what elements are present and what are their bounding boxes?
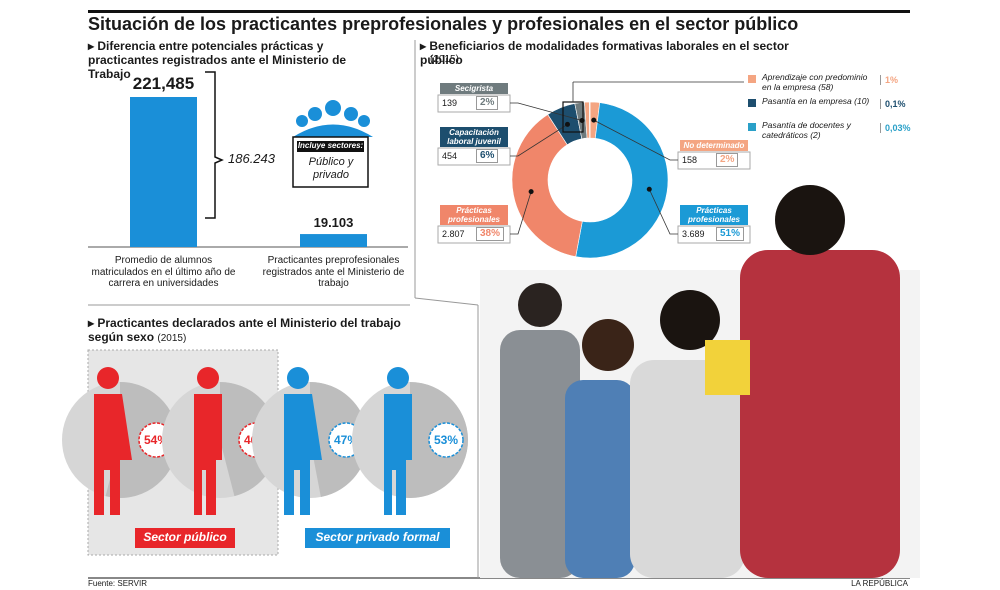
leader-line: [510, 102, 583, 121]
legend-value: 1%: [880, 75, 898, 86]
head: [97, 367, 119, 389]
value-label: 19.103: [313, 215, 354, 231]
bar: [130, 97, 197, 247]
pct-label: 38%: [476, 227, 505, 241]
leader-dot: [579, 118, 585, 124]
divider: [414, 297, 479, 306]
legend-value: 0,1%: [880, 99, 906, 110]
head: [387, 367, 409, 389]
picto-title: ▸ Practicantes declarados ante el Minist…: [88, 316, 401, 344]
source: Fuente: SERVIR: [88, 579, 147, 588]
pct-label: 51%: [716, 227, 745, 241]
count-label: 158: [682, 155, 698, 165]
leader-dot: [528, 189, 534, 195]
category-label: Practicantes preprofesionales registrado…: [262, 255, 405, 289]
box-header: Capacitación laboral juvenil: [440, 127, 508, 148]
leader-line: [510, 124, 568, 157]
leader-line: [510, 191, 532, 235]
leader-line: [593, 119, 678, 161]
leader-dot: [564, 121, 570, 127]
legend-swatch: [748, 123, 756, 131]
people-icon: [293, 100, 373, 137]
legend-value: 0,03%: [880, 123, 911, 134]
count-label: 3.689: [682, 229, 705, 239]
picto-title-text: Practicantes declarados ante el Minister…: [88, 316, 401, 344]
legend-label: Aprendizaje con predominio en la empresa…: [762, 72, 868, 92]
count-label: 2.807: [442, 229, 465, 239]
group-label: Sector privado formal: [305, 528, 450, 548]
bar-title: ▸ Diferencia entre potenciales prácticas…: [88, 39, 347, 81]
title-rule: [88, 10, 910, 13]
box-frame: [677, 151, 751, 170]
donut-slice: [511, 114, 583, 258]
pie-subtitle: (2015): [430, 54, 459, 65]
count-label: 454: [442, 151, 458, 161]
pie-title: ▸ Beneficiarios de modalidades formativa…: [420, 39, 789, 67]
box-frame: [437, 94, 511, 113]
box-frame: [437, 147, 511, 166]
pct-label: 53%: [434, 433, 458, 447]
difference-label: 186.243: [228, 151, 275, 166]
legend-swatch: [748, 99, 756, 107]
callout-header: [297, 141, 364, 152]
bar-title-text: Diferencia entre potenciales prácticas y…: [88, 39, 347, 81]
category-label: Promedio de alumnos matriculados en el ú…: [91, 255, 236, 289]
pct-label: 2%: [716, 153, 739, 167]
legend-label: Pasantía en la empresa (10): [762, 96, 870, 106]
box-header: Secigrista: [440, 83, 508, 95]
page-title: Situación de los practicantes preprofesi…: [88, 14, 799, 34]
picto-subtitle: (2015): [157, 332, 187, 344]
photo: [480, 185, 920, 578]
bar: [300, 234, 367, 247]
pct-label: 6%: [476, 149, 499, 163]
value-label: 221,485: [132, 74, 195, 93]
woman-figure: [94, 394, 132, 515]
man-figure: [194, 394, 222, 515]
leader-dot: [646, 186, 652, 192]
leader-line: [648, 189, 678, 235]
pct-label: 2%: [476, 96, 499, 110]
count-label: 139: [442, 98, 458, 108]
callout-text: Público y privado: [308, 156, 354, 181]
box-header: Prácticas profesionales: [440, 205, 508, 226]
woman-figure: [284, 394, 322, 515]
pct-circle: [428, 422, 464, 458]
pie-title-text: Beneficiarios de modalidades formativas …: [420, 39, 789, 67]
legend-swatch: [748, 75, 756, 83]
brand: LA REPÚBLICA: [851, 579, 908, 588]
leader-dot: [591, 117, 597, 123]
box-frame: [437, 225, 511, 244]
group-label: Sector público: [135, 528, 235, 548]
legend-label: Pasantía de docentes y catedráticos (2): [762, 120, 851, 140]
box-header: No determinado: [680, 140, 748, 152]
donut-slice: [575, 102, 669, 259]
bracket: [205, 71, 224, 219]
box-header: Prácticas profesionales: [680, 205, 748, 226]
head: [287, 367, 309, 389]
box-frame: [677, 225, 751, 244]
head: [197, 367, 219, 389]
callout-head: Incluye sectores:: [297, 141, 364, 150]
man-figure: [384, 394, 412, 515]
